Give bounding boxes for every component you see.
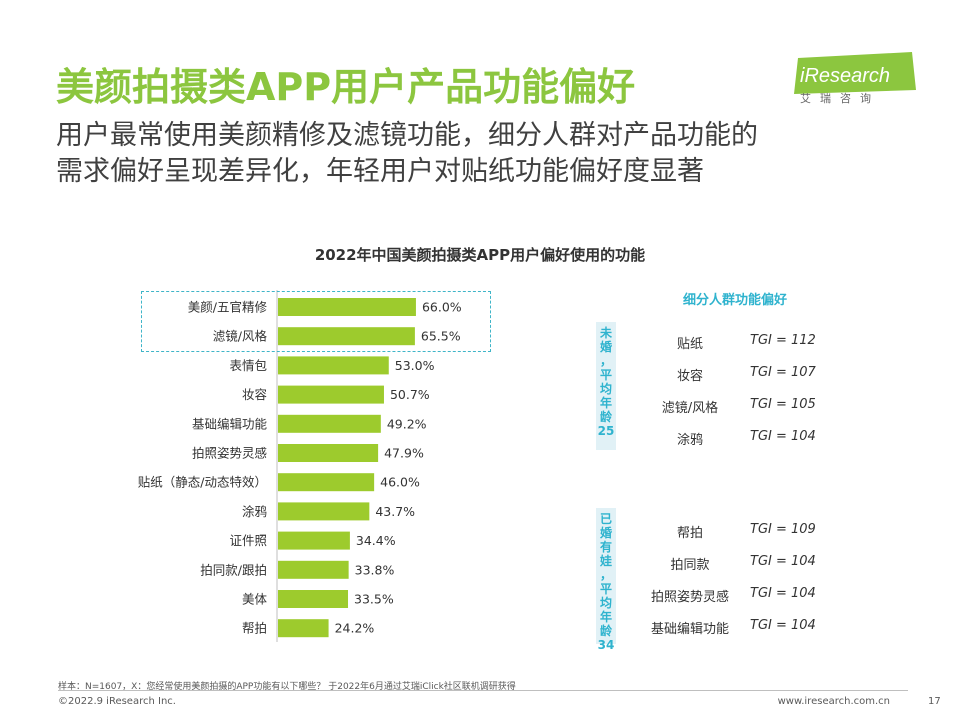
subtitle-line-2: 需求偏好呈现差异化，年轻用户对贴纸功能偏好度显著	[56, 156, 704, 187]
segment-label-char: 已	[599, 512, 612, 526]
value-label: 34.4%	[356, 533, 396, 548]
page-number: 17	[928, 696, 941, 707]
bar	[278, 298, 416, 316]
segment-label-char: 有	[599, 540, 612, 554]
logo-subtitle: 艾瑞咨询	[800, 92, 880, 105]
segment-label-char: 平	[599, 582, 612, 596]
category-label: 妆容	[242, 387, 267, 402]
segment-feature-name: 妆容	[676, 369, 703, 384]
segment-label-char: ，	[599, 354, 612, 368]
segment-label-char: 25	[597, 424, 615, 438]
segments-title: 细分人群功能偏好	[682, 293, 787, 308]
segment-label-char: 未	[599, 326, 612, 340]
segment-label-char: 年	[599, 396, 612, 410]
value-label: 50.7%	[390, 387, 430, 402]
value-label: 43.7%	[375, 504, 415, 519]
segment-feature-name: 滤镜/风格	[661, 401, 719, 416]
category-label: 美颜/五官精修	[188, 300, 268, 315]
value-label: 33.8%	[355, 562, 395, 577]
segment-tgi-value: TGI = 105	[750, 397, 816, 412]
category-label: 滤镜/风格	[213, 329, 268, 344]
segment-tgi-value: TGI = 112	[750, 333, 816, 348]
segment-tgi-value: TGI = 109	[750, 522, 816, 537]
page-title: 美颜拍摄类APP用户产品功能偏好	[56, 65, 636, 109]
bar	[278, 619, 329, 638]
segment-label-char: 年	[599, 610, 612, 624]
category-label: 拍照姿势灵感	[192, 446, 267, 461]
value-label: 53.0%	[395, 358, 435, 373]
value-label: 46.0%	[380, 475, 420, 490]
segment-tgi-value: TGI = 104	[750, 586, 816, 601]
segment-group-label: 未婚，平均年龄 25	[596, 322, 616, 450]
bar	[278, 502, 370, 521]
bar	[278, 560, 349, 579]
bar	[278, 356, 389, 375]
segment-label-char: 婚	[599, 526, 612, 540]
segment-label-char: ，	[599, 568, 612, 582]
segment-feature-name: 涂鸦	[676, 433, 703, 448]
bar	[278, 385, 384, 404]
segment-label-char: 平	[599, 368, 612, 382]
segment-tgi-value: TGI = 107	[750, 365, 816, 380]
category-label: 美体	[242, 592, 268, 607]
bar	[278, 444, 379, 462]
segment-label-char: 龄	[599, 624, 612, 638]
segment-feature-name: 拍照姿势灵感	[650, 590, 729, 605]
segment-label-char: 均	[599, 596, 612, 610]
category-label: 贴纸（静态/动态特效）	[138, 475, 267, 490]
category-label: 拍同款/跟拍	[200, 562, 267, 577]
category-label: 涂鸦	[242, 504, 267, 519]
footer-divider	[58, 690, 908, 691]
segment-feature-name: 基础编辑功能	[650, 622, 729, 637]
segment-label-char: 娃	[599, 554, 612, 568]
highlight-box	[141, 291, 491, 352]
footnote: 样本：N=1607，X：您经常使用美颜拍摄的APP功能有以下哪些？ 于2022年…	[58, 682, 516, 692]
segment-group-label: 已婚有娃，平均年龄 34	[596, 508, 616, 652]
website: www.iresearch.com.cn	[777, 696, 890, 707]
category-label: 证件照	[229, 533, 267, 548]
subtitle-line-1: 用户最常使用美颜精修及滤镜功能，细分人群对产品功能的	[56, 120, 758, 151]
value-label: 24.2%	[335, 621, 375, 636]
copyright: ©2022.9 iResearch Inc.	[58, 696, 176, 707]
value-label: 66.0%	[422, 300, 462, 315]
bar	[278, 473, 375, 492]
segment-label-char: 34	[597, 638, 615, 652]
segment-tgi-value: TGI = 104	[750, 618, 816, 633]
value-label: 49.2%	[387, 416, 427, 431]
category-label: 表情包	[229, 358, 267, 373]
segment-feature-name: 贴纸	[676, 337, 703, 352]
bar	[278, 531, 350, 550]
bar	[278, 590, 349, 608]
segment-feature-name: 帮拍	[676, 526, 703, 541]
chart-title: 2022年中国美颜拍摄类APP用户偏好使用的功能	[314, 246, 646, 264]
segment-tgi-value: TGI = 104	[750, 429, 816, 444]
value-label: 33.5%	[354, 592, 394, 607]
segment-label-char: 龄	[599, 410, 612, 424]
category-label: 帮拍	[242, 621, 267, 636]
segment-tgi-value: TGI = 104	[750, 554, 816, 569]
iresearch-logo: iResearch	[794, 52, 916, 94]
segment-label-char: 均	[599, 382, 612, 396]
page-subtitle: 用户最常使用美颜精修及滤镜功能，细分人群对产品功能的 需求偏好呈现差异化，年轻用…	[56, 118, 758, 190]
segment-feature-name: 拍同款	[670, 558, 710, 573]
bar	[278, 327, 415, 346]
value-label: 47.9%	[384, 446, 424, 461]
value-label: 65.5%	[421, 329, 461, 344]
bar	[278, 414, 381, 433]
logo-text: iResearch	[800, 65, 890, 87]
segment-label-char: 婚	[599, 340, 612, 354]
category-label: 基础编辑功能	[192, 416, 268, 431]
